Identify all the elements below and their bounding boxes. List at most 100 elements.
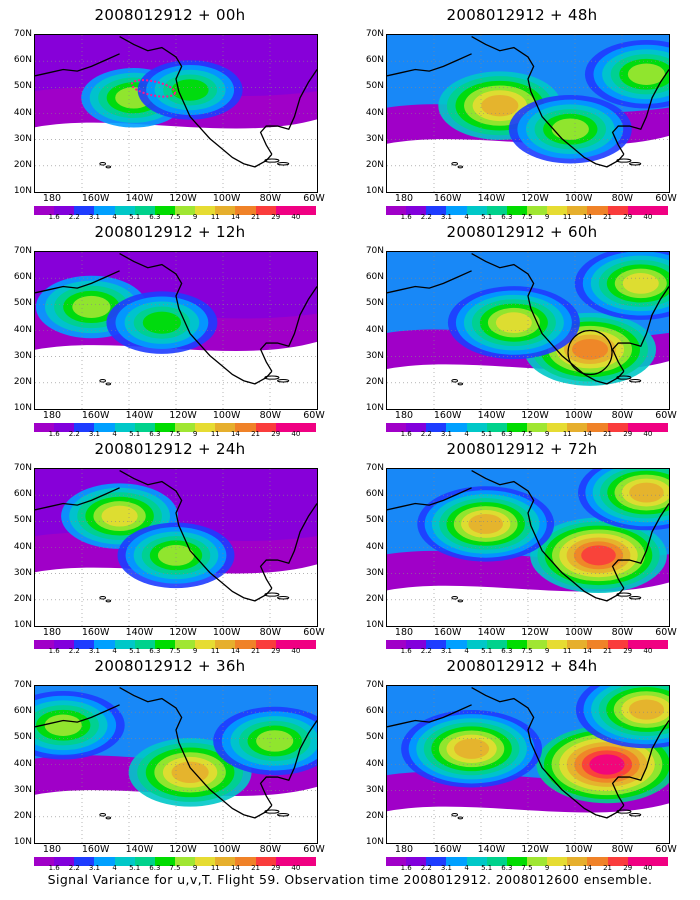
island-outline (99, 812, 107, 817)
variance-contour (468, 513, 503, 534)
latitude-tick-label: 20N (13, 376, 32, 387)
colorbar-tick-label: 6.3 (149, 647, 161, 655)
colorbar-tick-label: 5.1 (481, 647, 493, 655)
colorbar-swatch (486, 206, 507, 215)
colorbar-tick-label: 21 (251, 213, 261, 221)
island-outline (277, 595, 290, 600)
longitude-tick-label: 140W (477, 193, 506, 204)
signal-variance-map (35, 469, 317, 626)
longitude-tick-label: 160W (81, 844, 110, 855)
colorbar (34, 206, 316, 215)
variance-contour (142, 311, 181, 334)
colorbar-tick-label: 6.3 (501, 647, 513, 655)
latitude-tick-label: 10N (365, 620, 384, 630)
map-frame (34, 251, 318, 410)
island-outline (457, 165, 464, 169)
longitude-tick-label: 80W (611, 410, 634, 421)
signal-variance-map (387, 252, 669, 409)
colorbar-labels: 1.6 2.2 3.1 4 5.1 6.3 7.5 9 11 14 21 29 40 (34, 864, 316, 873)
latitude-tick-label: 20N (13, 159, 32, 170)
variance-contour (628, 699, 665, 720)
colorbar-tick-label: 14 (230, 864, 240, 872)
coastline (611, 720, 669, 806)
island-outline (451, 378, 459, 383)
latitude-tick-label: 20N (13, 810, 32, 821)
colorbar-tick-label: 29 (271, 864, 281, 872)
latitude-tick-label: 30N (13, 133, 32, 144)
variance-contour (481, 94, 519, 117)
latitude-tick-label: 50N (13, 732, 32, 743)
latitude-tick-label: 40N (365, 541, 384, 552)
colorbar-swatch (406, 857, 427, 866)
colorbar-tick-label: 2.2 (420, 213, 432, 221)
colorbar-tick-label: 4 (464, 213, 469, 221)
colorbar-tick-label: 7.5 (169, 430, 181, 438)
longitude-tick-label: 160W (81, 193, 110, 204)
latitude-tick-label: 60N (13, 55, 32, 66)
longitude-tick-label: 120W (521, 193, 549, 204)
colorbar-swatch (235, 640, 256, 649)
colorbar-tick-label: 11 (210, 213, 220, 221)
colorbar-tick-label: 1.6 (48, 647, 60, 655)
colorbar-swatch (647, 206, 668, 215)
latitude-tick-label: 10N (365, 403, 384, 413)
colorbar-swatch (255, 206, 276, 215)
variance-contour (495, 312, 532, 334)
latitude-tick-label: 60N (13, 706, 32, 717)
island-outline (105, 165, 112, 169)
island-outline (451, 161, 459, 166)
coastline (35, 704, 120, 728)
colorbar-tick-label: 7.5 (521, 213, 533, 221)
colorbar-swatch (235, 423, 256, 432)
longitude-tick-label: 140W (125, 193, 154, 204)
colorbar-swatch (526, 206, 548, 215)
colorbar-swatch (34, 423, 55, 432)
longitude-tick-label: 140W (125, 844, 154, 855)
colorbar-swatch (627, 206, 648, 215)
colorbar-swatch (607, 206, 628, 215)
latitude-tick-label: 70N (13, 29, 32, 39)
island-outline (99, 378, 107, 383)
longitude-tick-label: 140W (125, 410, 154, 421)
colorbar-tick-label: 3.1 (88, 213, 100, 221)
latitude-tick-label: 30N (13, 784, 32, 795)
colorbar-tick-label: 4 (112, 864, 117, 872)
longitude-tick-label: 100W (564, 627, 593, 638)
colorbar-swatch (506, 423, 527, 432)
colorbar-swatch (426, 857, 447, 866)
colorbar-swatch (647, 857, 668, 866)
figure-caption: Signal Variance for u,v,T. Flight 59. Ob… (47, 872, 653, 887)
colorbar-tick-label: 9 (192, 647, 198, 655)
colorbar-swatch (526, 423, 548, 432)
colorbar-swatch (466, 423, 487, 432)
colorbar-labels: 1.6 2.2 3.1 4 5.1 6.3 7.5 9 11 14 21 29 40 (386, 647, 668, 656)
coastline (259, 503, 317, 589)
colorbar-swatch (195, 206, 216, 215)
latitude-tick-label: 50N (365, 298, 384, 309)
colorbar-swatch (486, 423, 507, 432)
forecast-map-panel: 2008012912 + 72h 70N 60N 50N 40N 30N 20N 10N 180… (352, 438, 692, 656)
colorbar-swatch (134, 857, 155, 866)
colorbar-swatch (235, 857, 256, 866)
colorbar-tick-label: 21 (603, 647, 613, 655)
island-outline (99, 595, 107, 600)
colorbar-swatch (34, 206, 55, 215)
colorbar (386, 640, 668, 649)
flight-track (130, 79, 177, 98)
colorbar (386, 857, 668, 866)
colorbar-tick-label: 4 (464, 647, 469, 655)
colorbar-swatch (607, 640, 628, 649)
colorbar-tick-label: 5.1 (129, 864, 141, 872)
variance-contour (551, 118, 589, 140)
colorbar-tick-label: 29 (623, 864, 633, 872)
coastline (471, 470, 625, 602)
colorbar-labels: 1.6 2.2 3.1 4 5.1 6.3 7.5 9 11 14 21 29 40 (386, 864, 668, 873)
longitude-tick-label: 60W (303, 627, 325, 638)
colorbar-tick-label: 11 (562, 647, 572, 655)
colorbar-swatch (114, 857, 135, 866)
colorbar-tick-label: 21 (603, 864, 613, 872)
colorbar-swatch (526, 857, 548, 866)
forecast-map-panel: 2008012912 + 60h 70N 60N 50N 40N 30N 20N 10N 180… (352, 221, 692, 438)
map-frame (386, 34, 670, 193)
colorbar-tick-label: 21 (251, 430, 261, 438)
